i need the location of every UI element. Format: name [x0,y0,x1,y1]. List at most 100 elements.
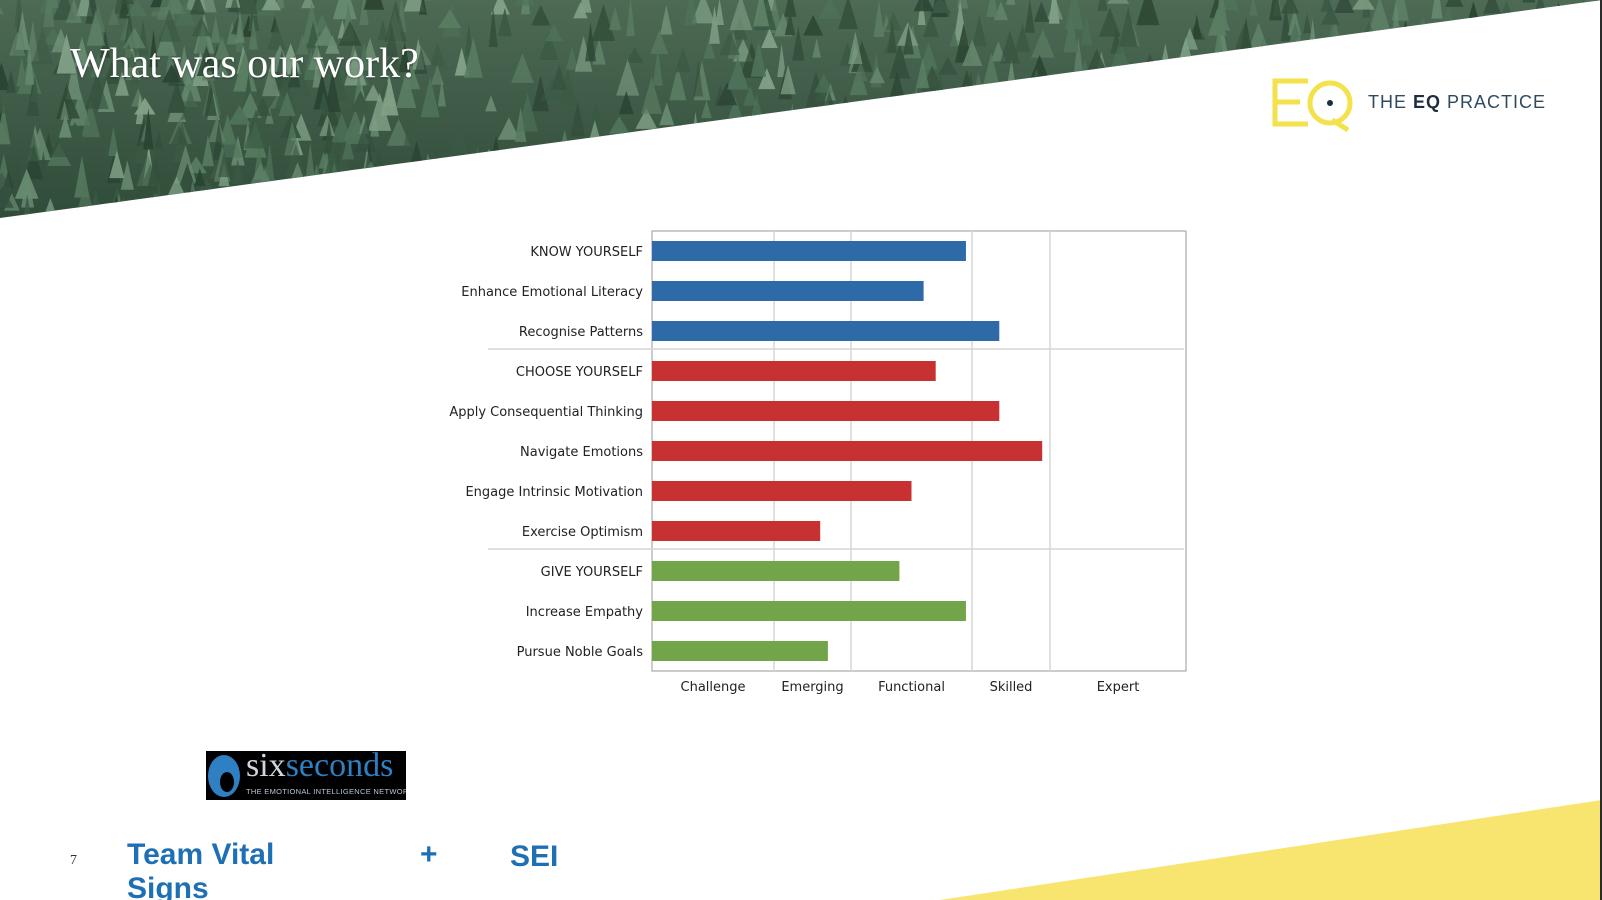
tree-texture [591,4,616,42]
tree-texture [669,66,687,101]
tree-texture [1118,138,1130,162]
tree-texture [118,43,138,68]
tree-texture [1378,175,1388,192]
tree-texture [1479,186,1493,218]
tree-texture [1197,164,1215,192]
tree-texture [233,50,257,92]
tree-texture [446,178,469,213]
tree-texture [753,0,770,27]
tree-texture [1119,6,1138,47]
tree-texture [946,94,966,119]
tree-texture [838,0,859,30]
bar [652,641,828,661]
tree-texture [175,191,195,218]
tree-texture [793,132,802,152]
tree-texture [1348,162,1358,184]
tree-texture [539,31,559,61]
tree-texture [1550,16,1561,35]
tree-texture [1014,23,1031,53]
tree-texture [420,76,440,118]
tree-texture [720,173,739,205]
tree-texture [202,134,214,167]
tree-texture [267,21,286,50]
tree-texture [903,24,914,55]
tree-texture [1518,32,1537,62]
tree-texture [709,5,720,44]
tree-texture [1263,144,1277,176]
category-label: Pursue Noble Goals [517,645,644,660]
tree-texture [114,0,131,14]
tree-texture [115,71,129,96]
tree-texture [581,147,597,185]
tree-texture [780,114,804,144]
tree-texture [65,0,83,23]
tree-texture [517,93,538,132]
x-tick-label: Expert [1097,680,1140,695]
tree-texture [1033,1,1050,22]
tree-texture [1425,190,1438,218]
tree-texture [1107,166,1130,190]
bar [652,281,924,301]
tree-texture [1074,192,1097,218]
tree-texture [1344,204,1359,218]
tree-texture [0,99,5,123]
tree-texture [178,163,196,189]
tree-texture [302,183,322,207]
tree-texture [118,0,130,19]
tree-texture [784,0,797,17]
tree-texture [349,90,372,113]
tree-texture [1230,126,1255,154]
tree-texture [259,185,270,207]
tree-texture [983,182,1006,207]
tree-texture [324,71,341,113]
tree-texture [0,87,5,114]
tree-texture [336,141,351,179]
tree-texture [639,150,658,183]
tree-texture [1232,121,1244,163]
tree-texture [591,147,607,165]
tree-texture [463,36,483,78]
tree-texture [718,198,727,218]
tree-texture [1535,131,1551,168]
tree-texture [1522,0,1536,3]
tree-texture [729,0,753,31]
tree-texture [157,8,181,42]
tree-texture [304,142,316,184]
tree-texture [1575,81,1584,120]
tree-texture [703,37,716,59]
tree-texture [1543,170,1567,193]
tree-texture [1159,127,1179,158]
tree-texture [262,63,280,97]
tree-texture [758,68,776,90]
tree-texture [1275,191,1295,218]
tree-texture [558,162,568,185]
tree-texture [60,100,70,120]
tree-texture [1006,0,1016,5]
tree-texture [608,116,630,134]
tree-texture [1031,122,1046,158]
tree-texture [1368,0,1392,34]
tree-texture [945,180,968,201]
tree-texture [1073,36,1084,79]
tree-texture [1080,15,1093,46]
tree-texture [1374,142,1386,170]
plus-sign: + [420,838,438,871]
tree-texture [1042,99,1065,124]
tree-texture [335,190,344,218]
tree-texture [991,148,1014,188]
bar [652,401,1000,421]
tree-texture [1340,172,1357,212]
tree-texture [451,124,468,154]
logo-text-suffix: PRACTICE [1441,92,1547,112]
six-seconds-logo: sixseconds THE EMOTIONAL INTELLIGENCE NE… [206,751,406,800]
tree-texture [582,145,593,176]
tree-texture [218,151,231,178]
tree-texture [1192,14,1202,40]
tree-texture [108,7,119,25]
tree-texture [84,72,109,110]
tree-texture [1314,191,1329,218]
tree-texture [803,14,824,36]
tree-texture [1550,17,1568,38]
tree-texture [1205,59,1224,86]
tree-texture [1145,130,1158,157]
